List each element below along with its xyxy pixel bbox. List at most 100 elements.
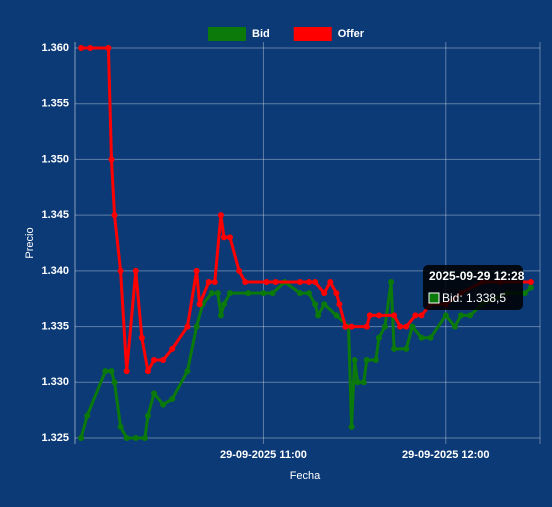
point — [321, 290, 328, 297]
y-tick-label: 1.345 — [41, 209, 69, 221]
point — [123, 368, 130, 375]
point — [242, 279, 249, 285]
point — [245, 290, 252, 297]
point — [169, 345, 176, 352]
point — [391, 345, 398, 352]
point — [315, 312, 322, 319]
point — [269, 290, 276, 297]
point — [366, 312, 373, 319]
point — [375, 334, 382, 341]
point — [214, 290, 221, 297]
point — [227, 234, 233, 241]
point — [263, 279, 270, 285]
point — [151, 390, 158, 397]
point — [306, 290, 313, 297]
point — [227, 290, 233, 297]
point — [388, 279, 395, 285]
point — [321, 301, 328, 308]
point — [236, 267, 243, 274]
point — [296, 290, 303, 297]
y-tick-label: 1.330 — [41, 376, 69, 388]
point — [527, 284, 534, 291]
point — [306, 279, 313, 285]
point — [412, 312, 419, 319]
point — [418, 334, 425, 341]
point — [108, 156, 115, 163]
point — [457, 312, 464, 319]
point — [442, 312, 449, 319]
point — [360, 379, 367, 386]
point — [527, 279, 534, 285]
point — [184, 323, 191, 330]
y-tick-label: 1.340 — [41, 265, 69, 277]
point — [208, 290, 215, 297]
point — [391, 312, 398, 319]
point — [403, 323, 410, 330]
point — [521, 290, 528, 297]
point — [151, 357, 158, 363]
point — [160, 401, 167, 408]
tooltip-label: Bid: 1.338,5 — [442, 291, 506, 305]
point — [123, 435, 130, 441]
plot: 1.325 1.330 1.335 1.340 1.345 1.350 1.355 1.360… — [41, 42, 541, 461]
point — [102, 368, 109, 375]
tooltip-title: 2025-09-29 12:28 — [429, 269, 525, 283]
point — [260, 290, 267, 297]
legend-label: Offer — [338, 28, 365, 40]
y-axis-title: Precio — [24, 227, 36, 258]
point — [144, 412, 151, 419]
tooltip-box — [423, 265, 523, 310]
point — [382, 323, 388, 330]
point — [351, 357, 358, 363]
x-tick-label: 29-09-2025 11:00 — [220, 449, 307, 461]
point — [217, 312, 224, 319]
y-tick-label: 1.350 — [41, 153, 69, 165]
tooltip: 2025-09-29 12:28 Bid: 1.338,5 — [423, 265, 525, 310]
point — [363, 357, 370, 363]
point — [87, 45, 94, 51]
point — [375, 312, 382, 319]
point — [117, 423, 124, 430]
point — [333, 312, 340, 319]
y-tick-label: 1.355 — [41, 98, 69, 110]
point — [312, 301, 319, 308]
point — [348, 423, 355, 430]
point — [78, 45, 85, 51]
point — [132, 267, 139, 274]
point — [193, 267, 200, 274]
point — [193, 323, 200, 330]
tooltip-swatch — [428, 292, 440, 304]
legend-swatch — [293, 27, 332, 41]
point — [418, 312, 425, 319]
point — [138, 334, 145, 341]
point — [220, 234, 227, 241]
point — [220, 301, 227, 308]
legend: Bid Offer — [208, 27, 365, 41]
point — [333, 290, 340, 297]
y-tick-label: 1.325 — [41, 432, 69, 444]
x-axis-title: Fecha — [290, 470, 321, 482]
point — [144, 368, 151, 375]
point — [141, 435, 148, 441]
point — [111, 212, 118, 219]
y-tick-label: 1.360 — [41, 42, 69, 54]
point — [451, 323, 458, 330]
point — [427, 334, 434, 341]
point — [105, 45, 112, 51]
point — [397, 323, 404, 330]
point — [342, 323, 349, 330]
point — [312, 279, 319, 285]
point — [409, 323, 416, 330]
point — [354, 379, 361, 386]
point — [108, 368, 115, 375]
point — [84, 412, 91, 419]
point — [348, 323, 355, 330]
point — [111, 379, 118, 386]
point — [132, 435, 139, 441]
point — [217, 212, 224, 219]
legend-swatch — [208, 27, 246, 41]
point — [205, 279, 212, 285]
